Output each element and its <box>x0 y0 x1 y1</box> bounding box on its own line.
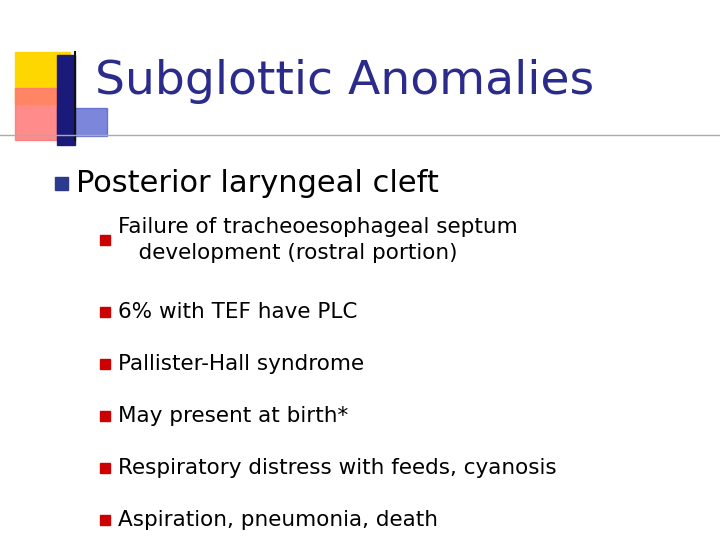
Bar <box>55 177 68 190</box>
Bar <box>100 515 110 525</box>
Bar <box>100 235 110 245</box>
Bar <box>100 411 110 421</box>
Text: Respiratory distress with feeds, cyanosis: Respiratory distress with feeds, cyanosi… <box>118 458 557 478</box>
Bar <box>15 88 63 140</box>
Bar <box>100 307 110 317</box>
Bar <box>57 108 107 136</box>
Text: Failure of tracheoesophageal septum
   development (rostral portion): Failure of tracheoesophageal septum deve… <box>118 217 518 263</box>
Text: Posterior laryngeal cleft: Posterior laryngeal cleft <box>76 168 439 198</box>
Bar <box>100 463 110 473</box>
Text: Pallister-Hall syndrome: Pallister-Hall syndrome <box>118 354 364 374</box>
Text: 6% with TEF have PLC: 6% with TEF have PLC <box>118 302 357 322</box>
Bar <box>57 55 75 145</box>
Bar <box>100 359 110 369</box>
Text: Subglottic Anomalies: Subglottic Anomalies <box>95 59 594 105</box>
Bar <box>15 52 70 104</box>
Text: Aspiration, pneumonia, death: Aspiration, pneumonia, death <box>118 510 438 530</box>
Text: May present at birth*: May present at birth* <box>118 406 348 426</box>
